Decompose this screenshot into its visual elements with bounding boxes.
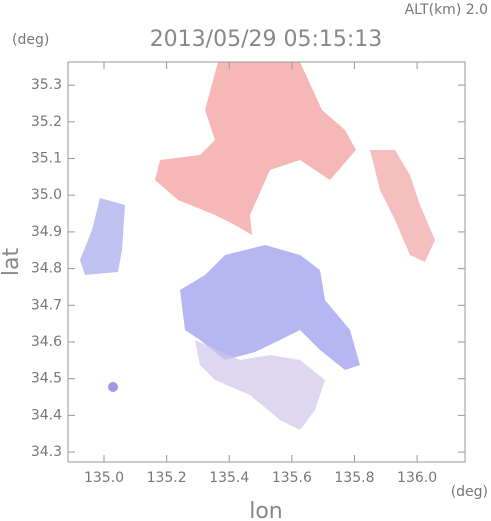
altitude-label: ALT(km) 2.0	[405, 2, 488, 18]
y-unit: (deg)	[12, 32, 49, 48]
y-tick-label: 35.3	[31, 77, 62, 93]
plot-frame	[67, 61, 466, 463]
x-tick-label: 135.0	[84, 470, 124, 486]
echo-east	[370, 150, 435, 262]
x-tick-label: 135.8	[334, 470, 374, 486]
y-axis-label: lat	[0, 248, 24, 277]
y-tick-label: 34.3	[31, 444, 62, 460]
y-tick-label: 35.0	[31, 187, 62, 203]
y-tick-label: 35.1	[31, 151, 62, 167]
echo-north	[155, 62, 356, 235]
x-unit: (deg)	[451, 484, 488, 500]
y-tick-label: 34.4	[31, 407, 62, 423]
y-tick-label: 34.6	[31, 334, 62, 350]
radar-echoes	[80, 62, 435, 430]
echo-west	[80, 198, 125, 275]
echo-center	[180, 245, 360, 370]
y-tick-label: 34.7	[31, 297, 62, 313]
x-tick-label: 135.4	[209, 470, 249, 486]
echo-south	[195, 340, 325, 430]
y-tick-label: 34.9	[31, 224, 62, 240]
y-tick-label: 34.5	[31, 371, 62, 387]
x-tick-label: 136.0	[397, 470, 437, 486]
x-axis-label: lon	[249, 499, 283, 521]
x-tick-label: 135.2	[147, 470, 187, 486]
y-tick-label: 35.2	[31, 114, 62, 130]
chart-title: 2013/05/29 05:15:13	[150, 27, 383, 52]
y-tick-label: 34.8	[31, 261, 62, 277]
x-tick-label: 135.6	[272, 470, 312, 486]
echo-small	[108, 382, 118, 392]
